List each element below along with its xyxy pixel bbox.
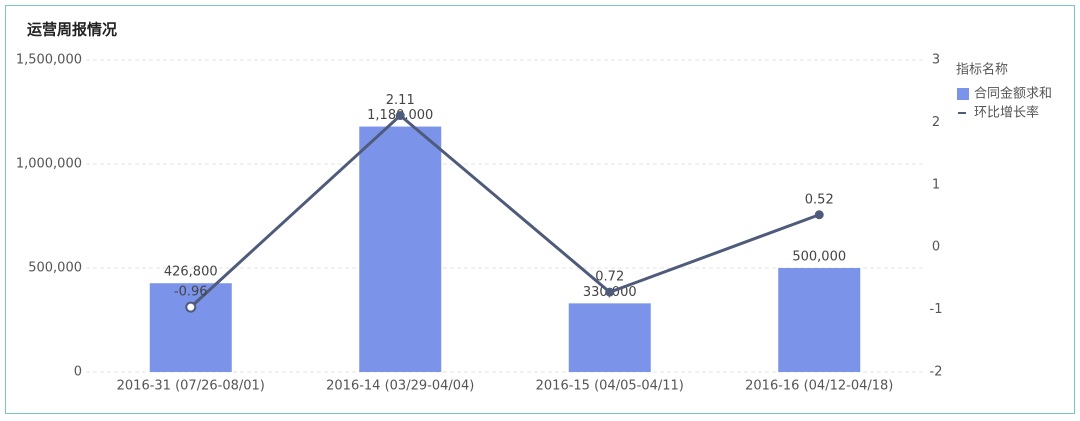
y2-tick-label: 2 <box>932 115 940 130</box>
legend-label: 环比增长率 <box>974 105 1039 121</box>
bar <box>568 303 651 372</box>
x-tick-label: 2016-15 (04/05-04/11) <box>536 379 684 394</box>
y-tick-label: 0 <box>74 365 82 380</box>
y2-tick-label: 1 <box>932 177 940 192</box>
y-tick-label: 500,000 <box>28 261 82 276</box>
x-tick-label: 2016-31 (07/26-08/01) <box>117 379 265 394</box>
line-point <box>605 287 615 297</box>
y-tick-label: 1,000,000 <box>16 157 82 172</box>
bar-value-label: 500,000 <box>792 250 846 265</box>
line <box>189 113 820 309</box>
bar <box>778 268 861 372</box>
bar <box>149 283 232 372</box>
legend-title: 指标名称 <box>956 62 1008 78</box>
legend-label: 合同金额求和 <box>974 86 1052 102</box>
legend-swatch <box>957 88 969 100</box>
line-point <box>395 111 405 121</box>
line-value-label: 2.11 <box>386 93 415 108</box>
y2-tick-label: -1 <box>930 302 943 317</box>
line-value-label: -0.96 <box>174 285 208 300</box>
bar-value-label: 426,800 <box>164 265 218 280</box>
chart-title: 运营周报情况 <box>27 21 117 39</box>
x-tick-label: 2016-16 (04/12-04/18) <box>745 379 893 394</box>
x-tick-label: 2016-14 (03/29-04/04) <box>326 379 474 394</box>
line-point <box>185 301 197 313</box>
line-value-label: 0.52 <box>805 192 834 207</box>
line-value-label: 0.72 <box>595 270 624 285</box>
line-point <box>814 210 824 220</box>
bar <box>359 126 442 372</box>
y2-tick-label: -2 <box>930 365 943 380</box>
y-tick-label: 1,500,000 <box>16 53 82 68</box>
y2-tick-label: 3 <box>932 53 940 68</box>
y2-tick-label: 0 <box>932 240 940 255</box>
